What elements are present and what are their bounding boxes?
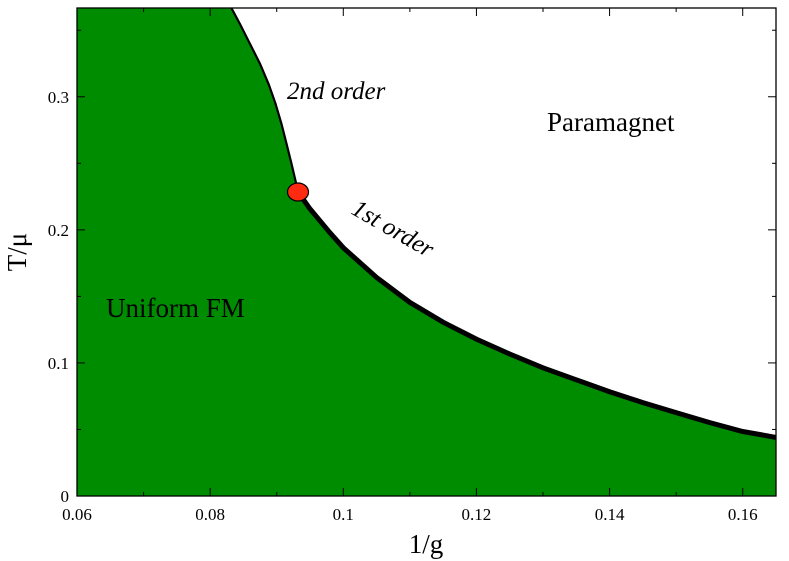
axis-ticks: 0.06 0.08 0.1 0.12 0.14 0.16 0 0.1 0.2 0.3 bbox=[48, 8, 776, 524]
uniform-fm-label: Uniform FM bbox=[106, 293, 245, 323]
x-tick-label: 0.1 bbox=[333, 505, 354, 524]
x-tick-label: 0.06 bbox=[62, 505, 92, 524]
plot-frame bbox=[76, 7, 777, 497]
x-tick-label: 0.08 bbox=[195, 505, 225, 524]
y-tick-label: 0.1 bbox=[48, 354, 69, 373]
x-tick-label: 0.12 bbox=[462, 505, 492, 524]
y-tick-label: 0 bbox=[61, 487, 70, 506]
uniform-fm-region bbox=[77, 8, 776, 496]
paramagnet-label: Paramagnet bbox=[547, 107, 675, 137]
second-order-line bbox=[230, 7, 300, 193]
second-order-label: 2nd order bbox=[287, 78, 386, 105]
y-axis-title: T/μ bbox=[2, 233, 32, 271]
x-tick-label: 0.14 bbox=[595, 505, 625, 524]
x-tick-label: 0.16 bbox=[728, 505, 758, 524]
first-order-line bbox=[295, 190, 777, 440]
x-axis-title: 1/g bbox=[409, 529, 444, 559]
y-tick-label: 0.3 bbox=[48, 88, 69, 107]
critical-point-marker bbox=[286, 182, 310, 202]
y-tick-label: 0.2 bbox=[48, 221, 69, 240]
